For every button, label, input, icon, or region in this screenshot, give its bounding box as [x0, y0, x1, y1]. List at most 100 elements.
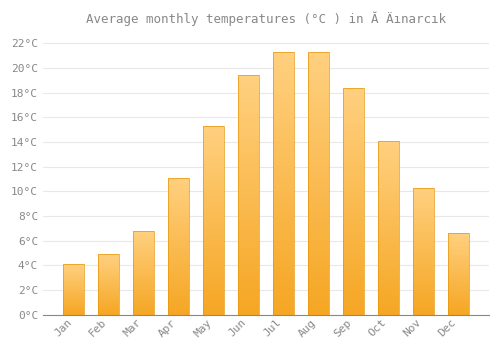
Bar	[378, 214, 398, 216]
Bar	[63, 300, 84, 301]
Bar	[203, 270, 224, 271]
Bar	[412, 289, 434, 290]
Bar	[273, 131, 294, 133]
Bar	[203, 194, 224, 196]
Bar	[343, 106, 364, 108]
Bar	[238, 78, 259, 80]
Bar	[98, 261, 119, 262]
Bar	[308, 110, 329, 112]
Bar	[63, 301, 84, 302]
Bar	[238, 83, 259, 85]
Bar	[98, 269, 119, 270]
Bar	[448, 274, 468, 275]
Bar	[378, 233, 398, 235]
Bar	[378, 256, 398, 257]
Bar	[98, 301, 119, 302]
Bar	[308, 196, 329, 199]
Bar	[63, 274, 84, 275]
Bar	[378, 306, 398, 308]
Bar	[308, 105, 329, 107]
Bar	[238, 94, 259, 97]
Bar	[308, 299, 329, 302]
Bar	[343, 104, 364, 106]
Bar	[238, 276, 259, 279]
Bar	[133, 273, 154, 274]
Bar	[412, 193, 434, 194]
Bar	[238, 286, 259, 288]
Bar	[203, 279, 224, 281]
Bar	[238, 207, 259, 209]
Bar	[343, 199, 364, 201]
Bar	[168, 237, 189, 238]
Bar	[308, 136, 329, 139]
Bar	[273, 231, 294, 233]
Bar	[378, 212, 398, 214]
Bar	[412, 230, 434, 231]
Bar	[133, 284, 154, 285]
Bar	[273, 260, 294, 262]
Bar	[378, 228, 398, 230]
Bar	[343, 217, 364, 219]
Bar	[448, 269, 468, 270]
Bar	[203, 281, 224, 283]
Bar	[238, 131, 259, 133]
Bar	[412, 310, 434, 311]
Bar	[273, 302, 294, 304]
Bar	[308, 173, 329, 175]
Bar	[343, 244, 364, 247]
Bar	[412, 197, 434, 198]
Bar	[273, 170, 294, 173]
Bar	[238, 226, 259, 229]
Bar	[203, 251, 224, 252]
Bar	[203, 292, 224, 294]
Bar	[308, 126, 329, 128]
Bar	[343, 110, 364, 113]
Bar	[343, 301, 364, 303]
Bar	[448, 307, 468, 308]
Bar	[238, 149, 259, 152]
Bar	[448, 251, 468, 252]
Bar	[412, 246, 434, 247]
Bar	[448, 246, 468, 247]
Bar	[378, 167, 398, 169]
Bar	[308, 112, 329, 115]
Bar	[203, 164, 224, 166]
Bar	[203, 199, 224, 202]
Bar	[343, 99, 364, 101]
Bar	[273, 160, 294, 162]
Bar	[448, 311, 468, 312]
Bar	[308, 283, 329, 286]
Bar	[98, 309, 119, 310]
Bar	[273, 91, 294, 94]
Bar	[203, 177, 224, 179]
Bar	[168, 264, 189, 265]
Bar	[98, 274, 119, 275]
Bar	[308, 286, 329, 288]
Bar	[203, 173, 224, 175]
Bar	[343, 138, 364, 140]
Bar	[378, 257, 398, 259]
Bar	[168, 292, 189, 293]
Bar	[448, 272, 468, 273]
Bar	[273, 228, 294, 231]
Bar	[308, 244, 329, 246]
Bar	[273, 183, 294, 186]
Bar	[448, 258, 468, 259]
Bar	[63, 268, 84, 269]
Bar	[412, 237, 434, 238]
Bar	[343, 167, 364, 169]
Bar	[343, 276, 364, 278]
Bar	[63, 303, 84, 304]
Bar	[168, 212, 189, 214]
Bar	[63, 284, 84, 285]
Bar	[203, 139, 224, 141]
Bar	[448, 275, 468, 276]
Bar	[448, 239, 468, 240]
Bar	[168, 261, 189, 263]
Bar	[203, 217, 224, 218]
Bar	[308, 189, 329, 191]
Bar	[63, 311, 84, 312]
Bar	[448, 264, 468, 265]
Bar	[273, 267, 294, 270]
Bar	[98, 298, 119, 299]
